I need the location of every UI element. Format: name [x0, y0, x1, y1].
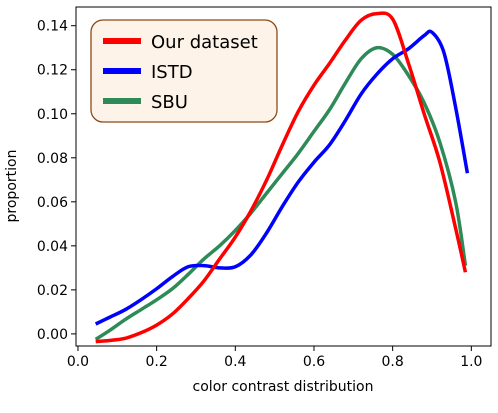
series-group: [94, 11, 470, 344]
y-tick-label: 0.08: [37, 151, 68, 167]
axes-group: 0.0 0.2 0.4 0.6 0.8 1.0 0.00 0.02 0.04 0.06 0.08 0.…: [37, 19, 483, 370]
x-axis-label: color contrast distribution: [193, 379, 374, 395]
series-line-our-dataset: [95, 11, 468, 344]
y-tick-label: 0.14: [37, 19, 68, 35]
y-tick-label: 0.02: [37, 283, 68, 299]
x-tick-label: 0.2: [146, 354, 168, 370]
y-tick-label: 0.06: [37, 195, 68, 211]
x-tick-label: 1.0: [460, 354, 482, 370]
legend: Our dataset ISTD SBU: [90, 19, 278, 123]
series-line-sbu: [94, 45, 468, 341]
plot-frame-group: [75, 6, 492, 347]
legend-label-sbu: SBU: [151, 92, 188, 113]
x-tick-label: 0.0: [67, 354, 89, 370]
y-tick-label: 0.12: [37, 63, 68, 79]
series-line-istd: [94, 29, 470, 326]
y-tick-label: 0.00: [37, 327, 68, 343]
y-tick-label: 0.10: [37, 107, 68, 123]
x-tick-label: 0.4: [224, 354, 246, 370]
legend-label-our-dataset: Our dataset: [151, 32, 258, 53]
x-tick-label: 0.6: [303, 354, 325, 370]
y-tick-label: 0.04: [37, 239, 68, 255]
plot-frame: [75, 6, 492, 347]
legend-label-istd: ISTD: [151, 62, 193, 83]
x-tick-label: 0.8: [382, 354, 404, 370]
y-axis-label: proportion: [4, 150, 20, 223]
legend-box: [90, 19, 278, 123]
